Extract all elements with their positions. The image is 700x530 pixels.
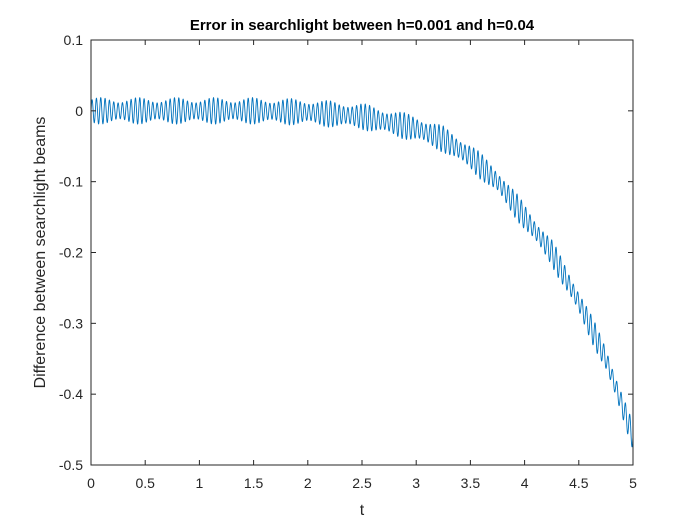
- y-tick-label: -0.3: [59, 315, 83, 331]
- series-line: [90, 97, 634, 448]
- chart-title: Error in searchlight between h=0.001 and…: [190, 17, 535, 34]
- x-tick-label: 1: [196, 475, 204, 491]
- x-tick-label: 4.5: [569, 475, 589, 491]
- y-tick-label: -0.5: [59, 457, 83, 473]
- y-tick-label: -0.1: [59, 174, 83, 190]
- y-tick-label: -0.2: [59, 245, 83, 261]
- x-tick-label: 4: [521, 475, 529, 491]
- series-layer: [90, 97, 634, 448]
- y-tick-label: -0.4: [59, 386, 83, 402]
- plot-area: [91, 40, 633, 465]
- x-tick-label: 5: [629, 475, 637, 491]
- x-axis-ticks: 0 0.5 1 1.5 2 2.5 3 3.5 4 4.5 5: [87, 40, 637, 491]
- x-tick-label: 0: [87, 475, 95, 491]
- y-tick-label: 0: [75, 103, 83, 119]
- x-tick-label: 3: [412, 475, 420, 491]
- x-tick-label: 0.5: [135, 475, 155, 491]
- y-axis-ticks: 0.1 0 -0.1 -0.2 -0.3 -0.4 -0.5: [59, 32, 633, 473]
- x-tick-label: 1.5: [244, 475, 264, 491]
- x-axis-label: t: [360, 502, 365, 519]
- y-tick-label: 0.1: [64, 32, 84, 48]
- y-axis-label: Difference between searchlight beams: [32, 117, 49, 389]
- x-tick-label: 2.5: [352, 475, 372, 491]
- x-tick-label: 3.5: [461, 475, 481, 491]
- x-tick-label: 2: [304, 475, 312, 491]
